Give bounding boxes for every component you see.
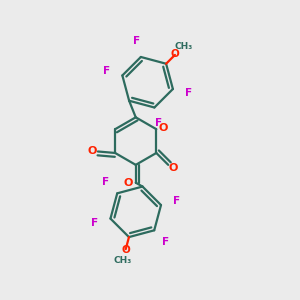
Text: F: F (133, 36, 140, 46)
Text: O: O (171, 49, 179, 59)
Text: F: F (185, 88, 192, 98)
Text: O: O (122, 245, 130, 255)
Text: CH₃: CH₃ (174, 42, 193, 51)
Text: F: F (102, 177, 109, 187)
Text: F: F (103, 66, 110, 76)
Text: F: F (162, 237, 169, 247)
Text: O: O (169, 163, 178, 173)
Text: F: F (173, 196, 180, 206)
Text: F: F (91, 218, 98, 228)
Text: F: F (155, 118, 162, 128)
Text: O: O (87, 146, 97, 156)
Text: O: O (124, 178, 133, 188)
Text: O: O (158, 123, 168, 133)
Text: CH₃: CH₃ (114, 256, 132, 265)
